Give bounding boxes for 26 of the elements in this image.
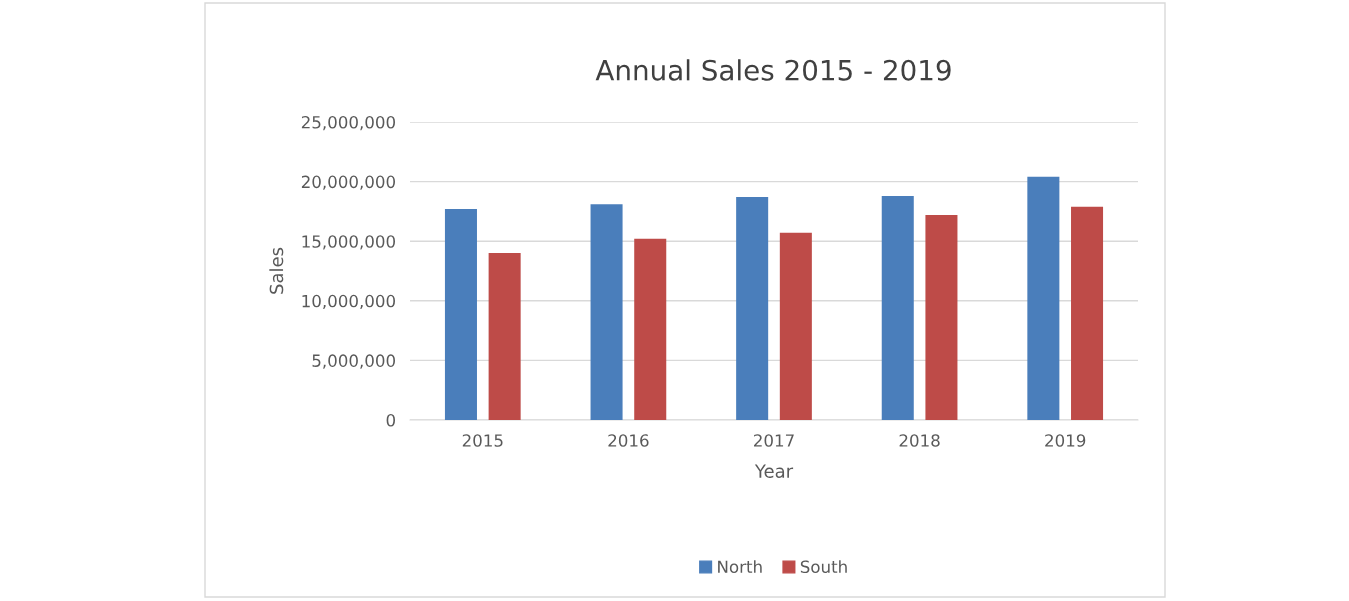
bar xyxy=(488,253,521,420)
bar xyxy=(634,238,667,420)
bar xyxy=(1071,206,1104,420)
x-tick-label: 2015 xyxy=(462,434,503,447)
bar xyxy=(881,195,914,420)
y-axis-title: Sales xyxy=(269,247,284,294)
x-tick-label: 2016 xyxy=(608,434,649,447)
legend-label: North xyxy=(718,560,762,574)
y-tick-label: 0 xyxy=(386,413,395,427)
x-tick-label: 2018 xyxy=(899,434,940,447)
bar xyxy=(736,197,769,420)
y-tick-label: 25,000,000 xyxy=(301,115,395,131)
bar xyxy=(925,214,958,420)
legend-label: South xyxy=(800,560,847,574)
chart-title: Annual Sales 2015 - 2019 xyxy=(595,59,951,81)
x-axis-title: Year xyxy=(754,464,794,478)
y-tick-label: 15,000,000 xyxy=(302,235,395,250)
x-tick-label: 2019 xyxy=(1045,434,1086,447)
y-tick-label: 10,000,000 xyxy=(302,294,395,310)
bar xyxy=(1027,176,1060,420)
bar xyxy=(590,204,623,420)
bar xyxy=(779,232,812,420)
x-tick-label: 2017 xyxy=(754,434,794,447)
bar xyxy=(444,209,477,420)
y-tick-label: 5,000,000 xyxy=(312,354,395,369)
y-tick-label: 20,000,000 xyxy=(301,175,395,190)
